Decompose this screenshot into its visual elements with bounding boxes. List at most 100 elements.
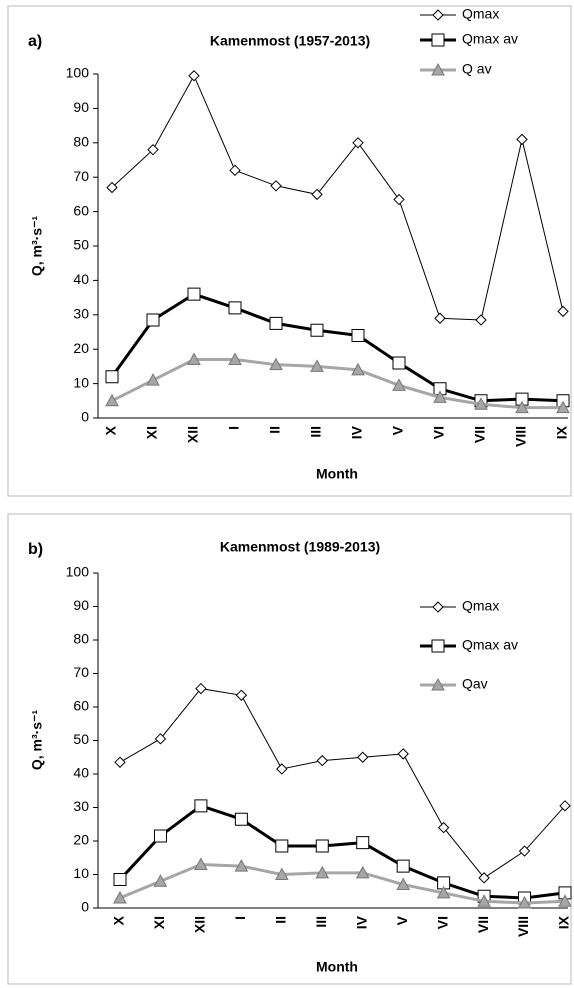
marker [436, 885, 451, 899]
series-line [110, 292, 564, 403]
marker [396, 877, 411, 891]
marker [146, 373, 160, 386]
marker [195, 682, 207, 695]
x-tick-label: XI [151, 916, 167, 929]
y-tick-label: 80 [73, 134, 89, 150]
marker [557, 305, 569, 318]
x-tick-label: VI [434, 916, 450, 929]
x-tick-label: IV [349, 425, 365, 439]
marker [397, 748, 409, 760]
legend-label: Q av [462, 61, 492, 77]
y-tick-label: 60 [73, 698, 89, 714]
marker [270, 180, 282, 192]
x-tick-label: IV [353, 915, 369, 929]
marker [356, 836, 370, 850]
marker [105, 393, 119, 407]
x-tick-label: IX [554, 425, 570, 439]
marker [114, 756, 126, 768]
y-tick-label: 40 [73, 271, 89, 287]
marker [515, 400, 529, 414]
y-axis-label: Q, m³·s⁻¹ [29, 216, 45, 277]
marker [276, 763, 288, 775]
marker [275, 839, 289, 853]
marker [477, 894, 491, 907]
x-axis-label: Month [316, 959, 358, 975]
y-tick-label: 20 [73, 340, 89, 356]
marker [432, 601, 444, 613]
legend-label: Qav [462, 676, 488, 692]
x-axis-label: Month [316, 466, 358, 482]
panel-label: b) [28, 541, 43, 558]
y-tick-label: 20 [73, 832, 89, 848]
y-tick-label: 0 [81, 409, 89, 425]
marker [437, 876, 451, 890]
marker [113, 890, 127, 904]
y-tick-label: 90 [73, 99, 89, 115]
y-tick-label: 0 [81, 899, 89, 915]
series-line [119, 862, 566, 905]
marker [234, 859, 249, 872]
marker [433, 382, 447, 396]
marker [355, 865, 370, 879]
marker [310, 323, 324, 337]
marker [558, 894, 572, 907]
marker [315, 865, 330, 879]
marker [229, 164, 241, 177]
marker [235, 689, 248, 701]
marker [315, 839, 329, 853]
marker [357, 751, 369, 763]
chart: a) Kamenmost (1957-2013) Q, m³·s⁻¹ Month 0 10… [28, 6, 570, 482]
marker [559, 800, 571, 812]
marker [234, 812, 248, 826]
marker [558, 886, 572, 900]
x-tick-label: XII [192, 916, 208, 933]
series-line [119, 688, 566, 879]
chart: b) Kamenmost (1989-2013) Q, m³·s⁻¹ Month 0 10… [28, 539, 572, 975]
x-tick-label: III [308, 426, 324, 438]
legend-label: Qmax [462, 6, 499, 22]
x-tick-label: X [111, 915, 127, 925]
x-tick-label: I [226, 426, 242, 430]
marker [393, 193, 405, 206]
chart-title: Kamenmost (1957-2013) [210, 33, 370, 49]
series-line [111, 74, 564, 321]
marker [392, 378, 406, 391]
y-tick-label: 100 [66, 65, 90, 81]
y-tick-label: 40 [73, 765, 89, 781]
marker [478, 872, 490, 884]
marker [106, 181, 118, 194]
marker [311, 188, 323, 201]
series-line [111, 358, 563, 410]
x-tick-label: VI [431, 426, 447, 439]
marker [431, 62, 445, 76]
marker [556, 400, 570, 414]
y-tick-label: 70 [73, 664, 89, 680]
marker [351, 328, 365, 342]
marker [147, 143, 159, 156]
x-tick-label: X [103, 425, 119, 435]
x-tick-label: XII [185, 426, 201, 443]
marker [153, 829, 167, 843]
x-tick-label: IX [556, 915, 572, 929]
marker [474, 397, 488, 410]
marker [516, 133, 528, 146]
marker [153, 874, 168, 887]
marker [269, 316, 283, 330]
y-tick-label: 10 [73, 865, 89, 881]
marker [310, 359, 324, 372]
legend-label: Qmax av [462, 637, 518, 653]
x-tick-label: I [232, 916, 248, 920]
marker [433, 390, 447, 403]
legend-label: Qmax av [462, 31, 518, 47]
marker [431, 33, 445, 47]
marker [392, 356, 406, 370]
y-tick-label: 50 [73, 237, 89, 253]
x-tick-label: II [267, 426, 283, 434]
x-tick-label: III [313, 916, 329, 928]
marker [228, 301, 242, 315]
legend-label: Qmax [462, 598, 499, 614]
marker [274, 867, 289, 880]
marker [437, 821, 450, 834]
y-tick-label: 100 [66, 564, 90, 580]
